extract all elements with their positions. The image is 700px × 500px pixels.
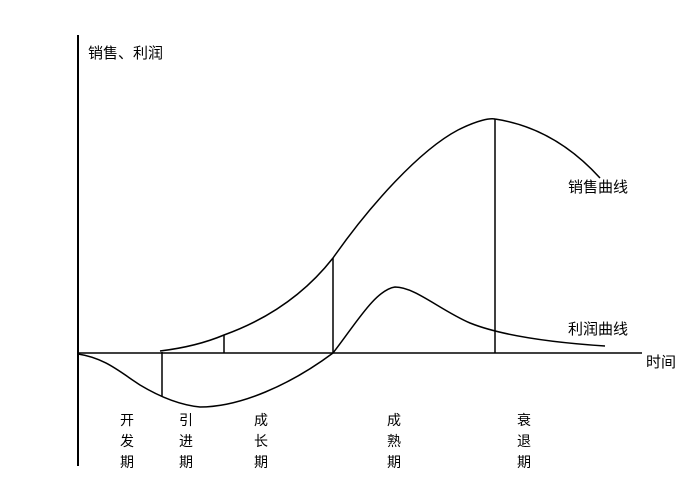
stage-label: 引进期 <box>179 413 193 471</box>
profit-curve-label: 利润曲线 <box>568 320 628 338</box>
profit-curve <box>77 286 606 408</box>
sales-curve <box>159 118 601 352</box>
y-axis-label: 销售、利润 <box>88 44 163 62</box>
stage-labels: 开发期 引进期 成长期 成熟期 衰退期 <box>120 412 531 471</box>
stage-label: 成长期 <box>254 413 268 471</box>
stage-label: 成熟期 <box>387 413 401 471</box>
x-axis-label: 时间 <box>646 353 676 371</box>
sales-curve-label: 销售曲线 <box>568 178 628 196</box>
stage-label: 衰退期 <box>517 412 531 471</box>
stage-label: 开发期 <box>120 413 134 471</box>
